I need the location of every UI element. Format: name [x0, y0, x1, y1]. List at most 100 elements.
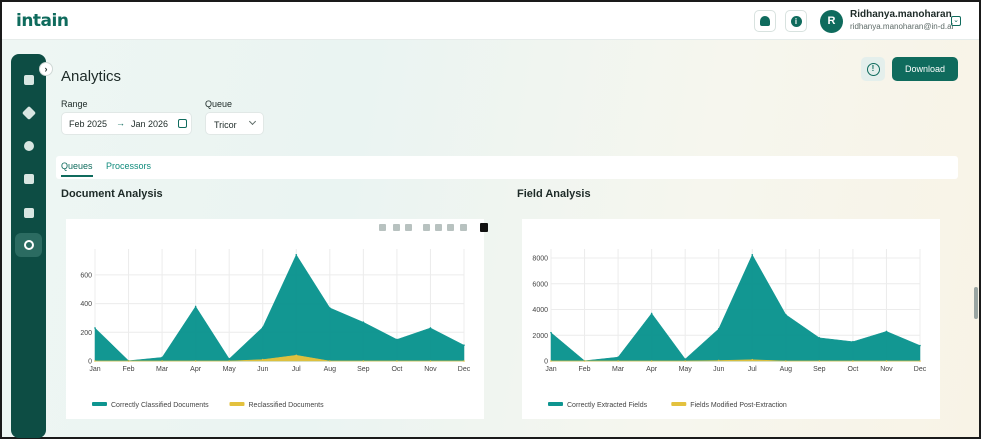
- sidebar-item-analytics[interactable]: [15, 233, 42, 257]
- series-area-0: [94, 254, 465, 362]
- chart-svg: 0 2000 4000 6000 8000 Jan Feb Mar Apr May Jun Jul Au…: [532, 249, 927, 409]
- sidebar-item-users[interactable]: [19, 136, 38, 155]
- book-icon: [23, 207, 34, 218]
- sidebar-item-upload[interactable]: [19, 70, 38, 89]
- data-point: [228, 358, 230, 360]
- legend-label: Reclassified Documents: [249, 402, 325, 409]
- sidebar-item-layers[interactable]: [19, 103, 38, 122]
- alert-button[interactable]: !: [861, 57, 885, 81]
- field-analysis-chart: 0 2000 4000 6000 8000 Jan Feb Mar Apr May Jun Jul Au…: [522, 219, 940, 419]
- tab-queues[interactable]: Queues: [61, 161, 93, 171]
- x-tick-label: Nov: [424, 366, 437, 373]
- x-tick-label: Feb: [123, 366, 135, 373]
- x-tick-label: Jul: [292, 366, 301, 373]
- data-point: [228, 360, 230, 362]
- user-icon: [23, 140, 34, 151]
- tab-processors[interactable]: Processors: [106, 161, 152, 171]
- data-point: [463, 360, 465, 362]
- x-tick-label: May: [223, 366, 237, 373]
- camera-icon[interactable]: [379, 224, 386, 231]
- analytics-icon: [23, 240, 34, 250]
- data-point: [295, 253, 298, 256]
- data-point: [818, 360, 821, 362]
- sidebar-item-book[interactable]: [19, 203, 38, 222]
- data-point: [785, 313, 787, 316]
- autoscale-icon[interactable]: [447, 224, 454, 231]
- zoom-icon[interactable]: [393, 224, 400, 231]
- x-tick-label: Apr: [190, 366, 202, 373]
- avatar[interactable]: R: [820, 10, 843, 33]
- data-point: [429, 327, 432, 329]
- data-point: [852, 340, 854, 343]
- layers-icon: [21, 105, 36, 120]
- notifications-button[interactable]: [754, 10, 776, 32]
- data-point: [751, 253, 754, 256]
- data-point: [194, 360, 197, 362]
- legend-label: Correctly Classified Documents: [111, 402, 209, 409]
- range-from: Feb 2025: [69, 119, 108, 129]
- data-point: [362, 321, 365, 324]
- chevron-down-icon[interactable]: ⌄: [951, 16, 961, 26]
- data-point: [396, 360, 398, 362]
- data-point: [751, 358, 754, 361]
- upload-icon: [23, 74, 34, 85]
- data-point: [295, 354, 298, 357]
- data-point: [885, 330, 888, 333]
- sidebar-toggle[interactable]: ›: [39, 62, 53, 76]
- zoom-in-icon[interactable]: [423, 224, 430, 231]
- range-to: Jan 2026: [131, 119, 169, 129]
- date-range-picker[interactable]: Feb 2025 → Jan 2026: [61, 112, 192, 135]
- zoom-out-icon[interactable]: [435, 224, 442, 231]
- data-point: [550, 331, 552, 334]
- x-tick-label: Apr: [646, 366, 658, 373]
- chart-svg: 0 200 400 600 Jan Feb Mar Apr May Jun Jul Aug Sep Oct…: [80, 249, 471, 409]
- data-point: [429, 360, 432, 362]
- arrow-right-icon: →: [116, 118, 125, 128]
- y-tick-label: 400: [80, 301, 92, 308]
- calendar-icon[interactable]: [178, 119, 187, 128]
- legend-swatch: [548, 402, 563, 406]
- y-tick-label: 0: [88, 359, 92, 366]
- data-point: [785, 360, 787, 362]
- x-tick-label: Jul: [748, 366, 757, 373]
- x-tick-label: Oct: [391, 366, 402, 373]
- queue-select[interactable]: Tricor: [205, 112, 264, 135]
- x-tick-label: Mar: [156, 366, 169, 373]
- data-point: [94, 360, 96, 362]
- y-tick-label: 2000: [532, 333, 548, 340]
- data-point: [329, 360, 331, 362]
- legend-swatch: [92, 402, 107, 406]
- download-button[interactable]: Download: [892, 57, 958, 81]
- data-point: [194, 305, 197, 308]
- x-tick-label: Sep: [357, 366, 370, 373]
- data-point: [94, 327, 96, 329]
- active-tab-indicator: [61, 175, 93, 177]
- y-tick-label: 8000: [532, 256, 548, 263]
- reset-axes-icon[interactable]: [460, 224, 467, 231]
- data-point: [362, 360, 365, 362]
- data-point: [818, 337, 821, 339]
- x-tick-label: May: [679, 366, 693, 373]
- plotly-logo-icon[interactable]: [480, 223, 488, 232]
- data-point: [396, 338, 398, 341]
- data-point: [919, 344, 921, 347]
- legend-label: Correctly Extracted Fields: [567, 402, 648, 409]
- y-tick-label: 6000: [532, 281, 548, 288]
- sidebar-item-documents[interactable]: [19, 169, 38, 188]
- info-button[interactable]: i: [785, 10, 807, 32]
- pan-icon[interactable]: [405, 224, 412, 231]
- chart-title-document-analysis: Document Analysis: [61, 188, 163, 200]
- x-tick-label: Dec: [914, 366, 927, 373]
- document-icon: [23, 173, 34, 184]
- data-point: [463, 344, 465, 347]
- x-tick-label: Dec: [458, 366, 471, 373]
- data-point: [684, 360, 686, 362]
- x-tick-label: Jun: [257, 366, 268, 373]
- data-point: [617, 356, 619, 358]
- user-email: ridhanya.manoharan@in-d.ai: [850, 22, 954, 31]
- info-icon: i: [790, 15, 802, 27]
- x-tick-label: Oct: [847, 366, 858, 373]
- data-point: [684, 358, 686, 360]
- app-logo[interactable]: intain: [16, 11, 69, 31]
- scrollbar-thumb[interactable]: [974, 287, 978, 319]
